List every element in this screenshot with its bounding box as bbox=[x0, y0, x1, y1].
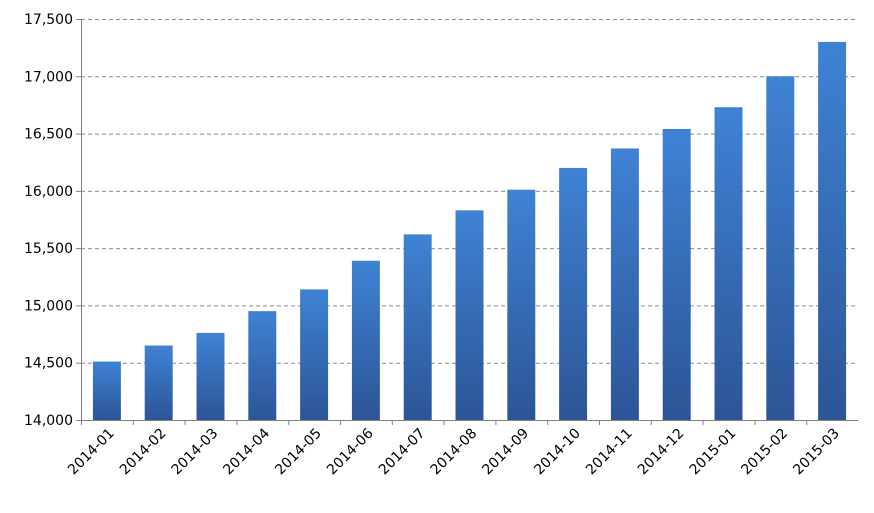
bar bbox=[300, 289, 329, 420]
bar bbox=[559, 167, 588, 420]
bar bbox=[610, 148, 639, 421]
y-tick-label: 17,500 bbox=[24, 12, 73, 28]
x-tick-label: 2014-07 bbox=[376, 426, 429, 479]
bar bbox=[662, 128, 691, 420]
x-tick-label: 2014-01 bbox=[65, 426, 118, 479]
y-tick-label: 14,000 bbox=[24, 413, 73, 429]
x-tick-label: 2014-09 bbox=[479, 426, 532, 479]
bar bbox=[455, 210, 484, 420]
bar bbox=[196, 332, 225, 420]
bar bbox=[248, 311, 277, 420]
axes bbox=[76, 19, 858, 421]
x-tick-label: 2014-08 bbox=[428, 426, 481, 479]
x-tick-label: 2014-05 bbox=[272, 426, 325, 479]
bar bbox=[818, 41, 847, 421]
x-tick-label: 2014-12 bbox=[635, 426, 688, 479]
bar bbox=[92, 361, 121, 420]
bars bbox=[81, 41, 847, 425]
y-tick-label: 16,500 bbox=[24, 127, 73, 143]
y-tick-label: 16,000 bbox=[24, 184, 73, 200]
x-tick-label: 2015-01 bbox=[687, 426, 740, 479]
bar bbox=[144, 345, 173, 420]
x-tick-label: 2014-06 bbox=[324, 425, 377, 478]
bar bbox=[351, 260, 380, 420]
x-tick-labels: 2014-01 2014-02 2014-03 2014-04 2014-05 2014-… bbox=[65, 425, 843, 478]
y-tick-labels: 14,000 14,500 15,000 15,500 16,000 16,500 17,0… bbox=[24, 12, 73, 429]
bar bbox=[714, 107, 743, 420]
x-tick-label: 2014-10 bbox=[531, 426, 584, 479]
y-tick-label: 15,500 bbox=[24, 241, 73, 257]
x-tick-label: 2014-11 bbox=[583, 426, 636, 479]
x-tick-label: 2015-02 bbox=[738, 426, 791, 479]
y-tick-label: 14,500 bbox=[24, 356, 73, 372]
bar bbox=[507, 189, 536, 420]
x-tick-label: 2014-04 bbox=[220, 425, 273, 478]
x-tick-label: 2015-03 bbox=[790, 426, 843, 479]
bar bbox=[766, 76, 795, 421]
x-tick-label: 2014-02 bbox=[117, 426, 170, 479]
x-tick-label: 2014-03 bbox=[169, 426, 222, 479]
y-tick-label: 17,000 bbox=[24, 69, 73, 85]
y-tick-label: 15,000 bbox=[24, 298, 73, 314]
bar bbox=[403, 234, 432, 420]
